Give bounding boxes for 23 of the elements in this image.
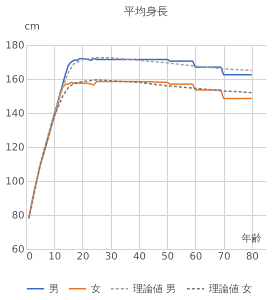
x-tick-label: 10 — [48, 252, 62, 262]
y-tick-label: 160 — [5, 74, 24, 86]
y-tick-label: 180 — [5, 40, 24, 52]
legend-label: 男 — [49, 284, 59, 295]
y-tick-label: 60 — [12, 244, 24, 256]
x-tick-label: 20 — [76, 252, 90, 262]
y-axis-title: cm — [24, 22, 40, 32]
x-tick-label: 30 — [104, 252, 118, 262]
legend-label: 理論値 男 — [133, 282, 176, 295]
chart-title: 平均身長 — [124, 5, 168, 18]
x-tick-label: 0 — [26, 252, 33, 262]
legend-label: 女 — [91, 282, 101, 295]
x-tick-label: 80 — [246, 252, 259, 262]
y-tick-label: 100 — [5, 176, 24, 188]
y-tick-label: 120 — [5, 142, 24, 154]
x-tick-label: 60 — [190, 252, 202, 262]
y-tick-label: 140 — [5, 108, 24, 120]
x-axis-title: 年齢 — [242, 232, 262, 244]
legend-label: 理論値 女 — [209, 282, 252, 295]
y-tick-label: 80 — [12, 210, 24, 222]
x-tick-label: 50 — [161, 252, 174, 262]
x-tick-label: 70 — [218, 252, 231, 262]
x-tick-label: 40 — [133, 252, 146, 262]
